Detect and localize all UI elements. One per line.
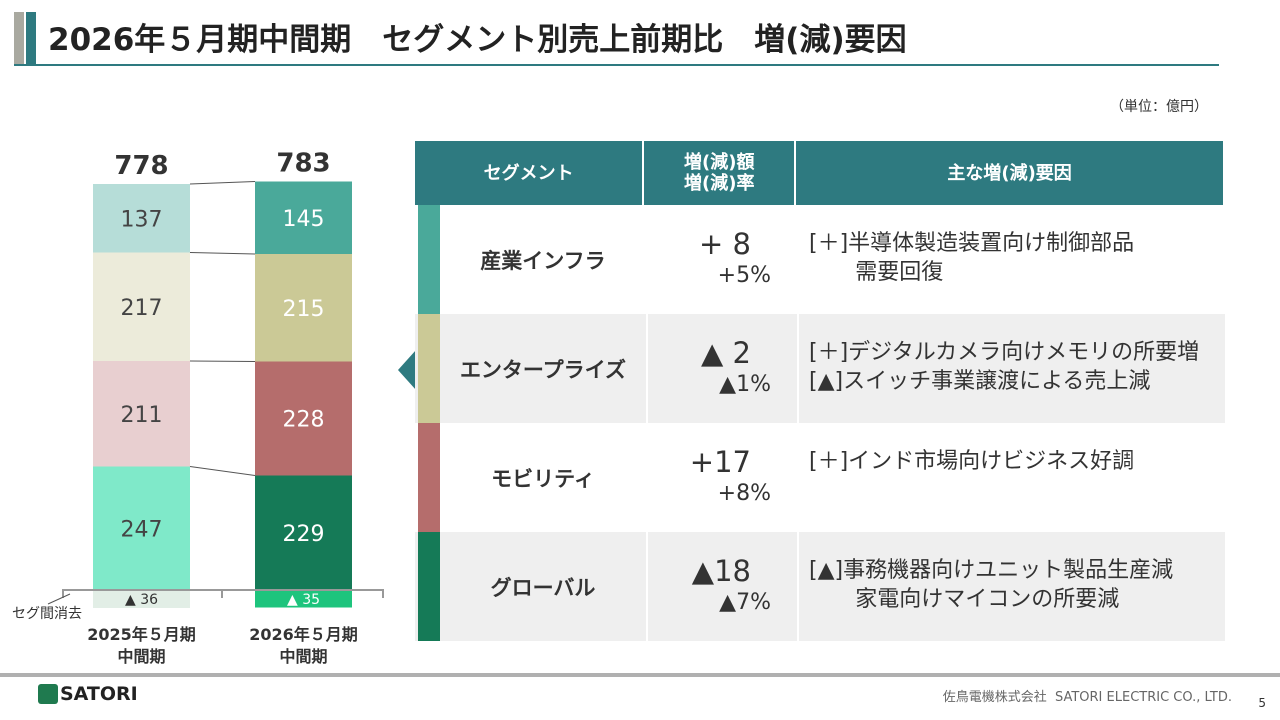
change-amount: +17 — [689, 445, 751, 479]
segment-label: 217 — [121, 296, 163, 321]
table-row: グローバル ▲18 ▲7% [▲]事務機器向けユニット製品生産減 家電向けマイコンの所… — [415, 532, 1225, 641]
header-cell: 主な増(減)要因 — [796, 141, 1225, 205]
factors: [▲]事務機器向けユニット製品生産減 家電向けマイコンの所要減 — [799, 532, 1225, 641]
company: 佐鳥電機株式会社 SATORI ELECTRIC CO., LTD. — [942, 690, 1232, 705]
segment-name: 産業インフラ — [480, 248, 606, 273]
table-row: 産業インフラ + 8 +5% [＋]半導体製造装置向け制御部品 需要回復 — [415, 205, 1225, 314]
table-row: モビリティ +17 +8% [＋]インド市場向けビジネス好調 — [415, 423, 1225, 532]
pointer — [398, 350, 416, 390]
bar-segment — [93, 252, 190, 361]
factors: [＋]半導体製造装置向け制御部品 需要回復 — [799, 205, 1225, 314]
table: セグメント 増(減)額 増(減)率 主な増(減)要因 産業インフラ + 8 +5% [＋]半… — [415, 141, 1225, 641]
segment-strip — [418, 423, 440, 532]
connector — [189, 181, 256, 185]
title-accent — [14, 12, 24, 64]
bar-segment — [93, 466, 190, 590]
title-accent — [26, 12, 36, 64]
segment-label: 137 — [121, 207, 163, 232]
bracket-leader — [47, 593, 71, 605]
change-cell: ▲18 ▲7% — [646, 532, 799, 641]
factor: [▲]事務機器向けユニット製品生産減 家電向けマイコンの所要減 — [809, 558, 1174, 612]
footer-rule — [0, 673, 1280, 677]
bar-segment — [255, 361, 352, 476]
category-label: 2026年５月期 中間期 — [249, 625, 358, 666]
segment-name: エンタープライズ — [459, 357, 627, 382]
change-cell: +17 +8% — [646, 423, 799, 532]
segment-label: 215 — [283, 297, 325, 322]
table-header: セグメント 増(減)額 増(減)率 主な増(減)要因 — [415, 141, 1225, 205]
header-cell: 増(減)額 増(減)率 — [644, 141, 797, 205]
change-rate: ▲1% — [719, 372, 771, 397]
elimination-name: セグ間消去 — [12, 606, 82, 622]
category-label: 2025年５月期 中間期 — [87, 625, 196, 666]
factor: [＋]デジタルカメラ向けメモリの所要増 — [809, 340, 1200, 365]
segment-label: 211 — [121, 403, 163, 428]
connector — [189, 360, 256, 362]
title: 2026年５月期中間期 セグメント別売上前期比 増(減)要因 — [48, 22, 907, 58]
change-cell: + 8 +5% — [646, 205, 799, 314]
total-label: 783 — [276, 149, 330, 179]
connector — [189, 252, 256, 255]
change-amount: ▲ 2 — [701, 336, 751, 370]
logo: SATORI — [60, 683, 138, 705]
bar-segment — [255, 181, 352, 254]
elimination-bar — [93, 590, 190, 608]
bracket — [62, 589, 384, 598]
elimination-bar — [255, 590, 352, 608]
factor: [＋]半導体製造装置向け制御部品 需要回復 — [809, 231, 1135, 285]
elimination-label: ▲ 36 — [125, 592, 158, 608]
table-row: エンタープライズ ▲ 2 ▲1% [＋]デジタルカメラ向けメモリの所要増 [▲]スイッチ… — [415, 314, 1225, 423]
factors: [＋]インド市場向けビジネス好調 — [799, 423, 1225, 532]
segment-strip — [418, 205, 440, 314]
change-rate: +8% — [717, 481, 771, 506]
segment-label: 145 — [283, 207, 325, 232]
change-rate: +5% — [717, 263, 771, 288]
chart: 247 211 217 137 778 ▲ 36 229 228 215 145 783 ▲ 35 セグ… — [12, 149, 384, 622]
bar-segment — [93, 184, 190, 253]
connector — [189, 466, 256, 476]
segment-name: モビリティ — [491, 466, 595, 491]
page-number: 5 — [1258, 696, 1266, 710]
segment-label: 229 — [283, 522, 325, 547]
segment-strip — [418, 314, 440, 423]
total-label: 778 — [114, 151, 168, 181]
header-cell: セグメント — [415, 141, 645, 205]
bar-segment — [93, 361, 190, 467]
change-cell: ▲ 2 ▲1% — [646, 314, 799, 423]
factor: [▲]スイッチ事業譲渡による売上減 — [809, 369, 1151, 394]
segment-label: 228 — [283, 408, 325, 433]
factors: [＋]デジタルカメラ向けメモリの所要増 [▲]スイッチ事業譲渡による売上減 — [799, 314, 1225, 423]
bar-segment — [255, 254, 352, 362]
change-amount: + 8 — [699, 227, 751, 261]
segment-label: 247 — [121, 517, 163, 542]
title-rule — [14, 64, 1219, 66]
unit: （単位：億円） — [1110, 99, 1208, 115]
change-rate: ▲7% — [719, 590, 771, 615]
factor: [＋]インド市場向けビジネス好調 — [809, 449, 1135, 474]
bar-segment — [255, 475, 352, 590]
segment-name: グローバル — [490, 575, 596, 600]
segment-strip — [418, 532, 440, 641]
elimination-label: ▲ 35 — [287, 592, 320, 608]
logo-mark — [38, 684, 58, 704]
change-amount: ▲18 — [691, 554, 751, 588]
